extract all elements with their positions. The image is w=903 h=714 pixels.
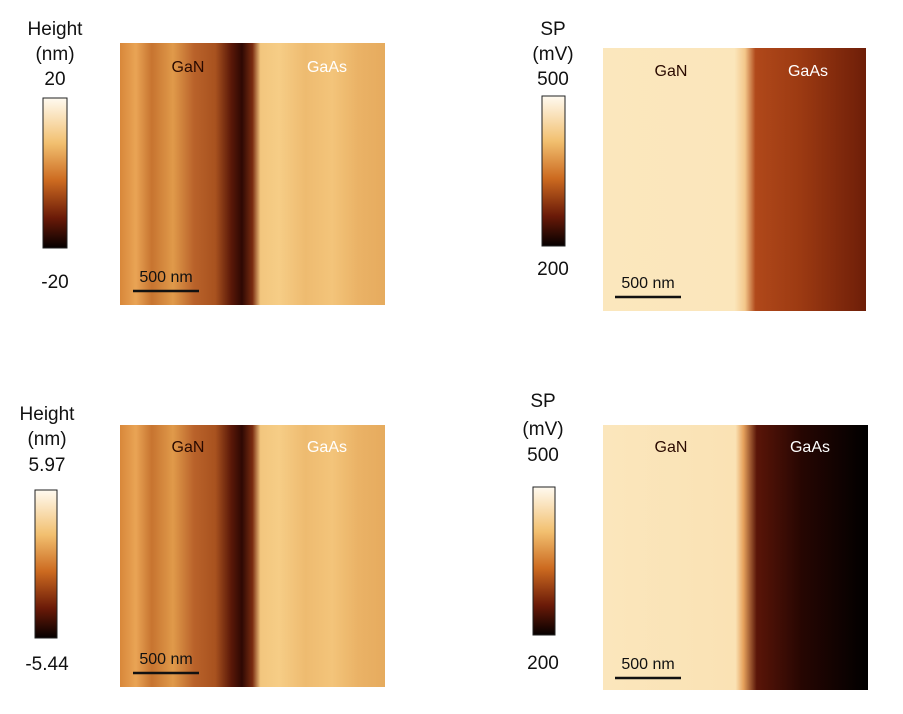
scale-bar-label: 500 nm: [139, 651, 192, 668]
colorbar-max: 5.97: [29, 455, 66, 476]
region-label: GaN: [172, 59, 205, 76]
colorbar-label: SP: [530, 391, 555, 412]
colorbar-label: (mV): [532, 44, 573, 65]
region-label: GaAs: [790, 439, 830, 456]
colorbar-max: 20: [44, 69, 65, 90]
colorbar-min: 200: [537, 259, 569, 280]
colorbar-max: 500: [537, 69, 569, 90]
colorbar-label: (mV): [522, 419, 563, 440]
region-label: GaN: [172, 439, 205, 456]
colorbar-min: -5.44: [25, 654, 69, 675]
afm-image: [120, 425, 385, 687]
region-label: GaAs: [307, 439, 347, 456]
colorbar-label: Height: [28, 19, 84, 40]
colorbar-label: Height: [20, 404, 76, 425]
colorbar-label: SP: [540, 19, 565, 40]
colorbar: [532, 486, 556, 636]
region-label: GaAs: [307, 59, 347, 76]
scale-bar-label: 500 nm: [139, 269, 192, 286]
colorbar-min: 200: [527, 653, 559, 674]
region-label: GaAs: [788, 63, 828, 80]
region-label: GaN: [655, 439, 688, 456]
afm-image: [120, 43, 385, 305]
colorbar-min: -20: [41, 272, 68, 293]
afm-image: [603, 425, 868, 690]
colorbar-max: 500: [527, 445, 559, 466]
afm-image: [603, 48, 866, 311]
colorbar: [541, 95, 566, 247]
region-label: GaN: [655, 63, 688, 80]
colorbar: [34, 489, 58, 639]
colorbar: [42, 97, 68, 249]
scale-bar-label: 500 nm: [621, 656, 674, 673]
colorbar-label: (nm): [27, 429, 66, 450]
scale-bar-label: 500 nm: [621, 275, 674, 292]
colorbar-label: (nm): [35, 44, 74, 65]
